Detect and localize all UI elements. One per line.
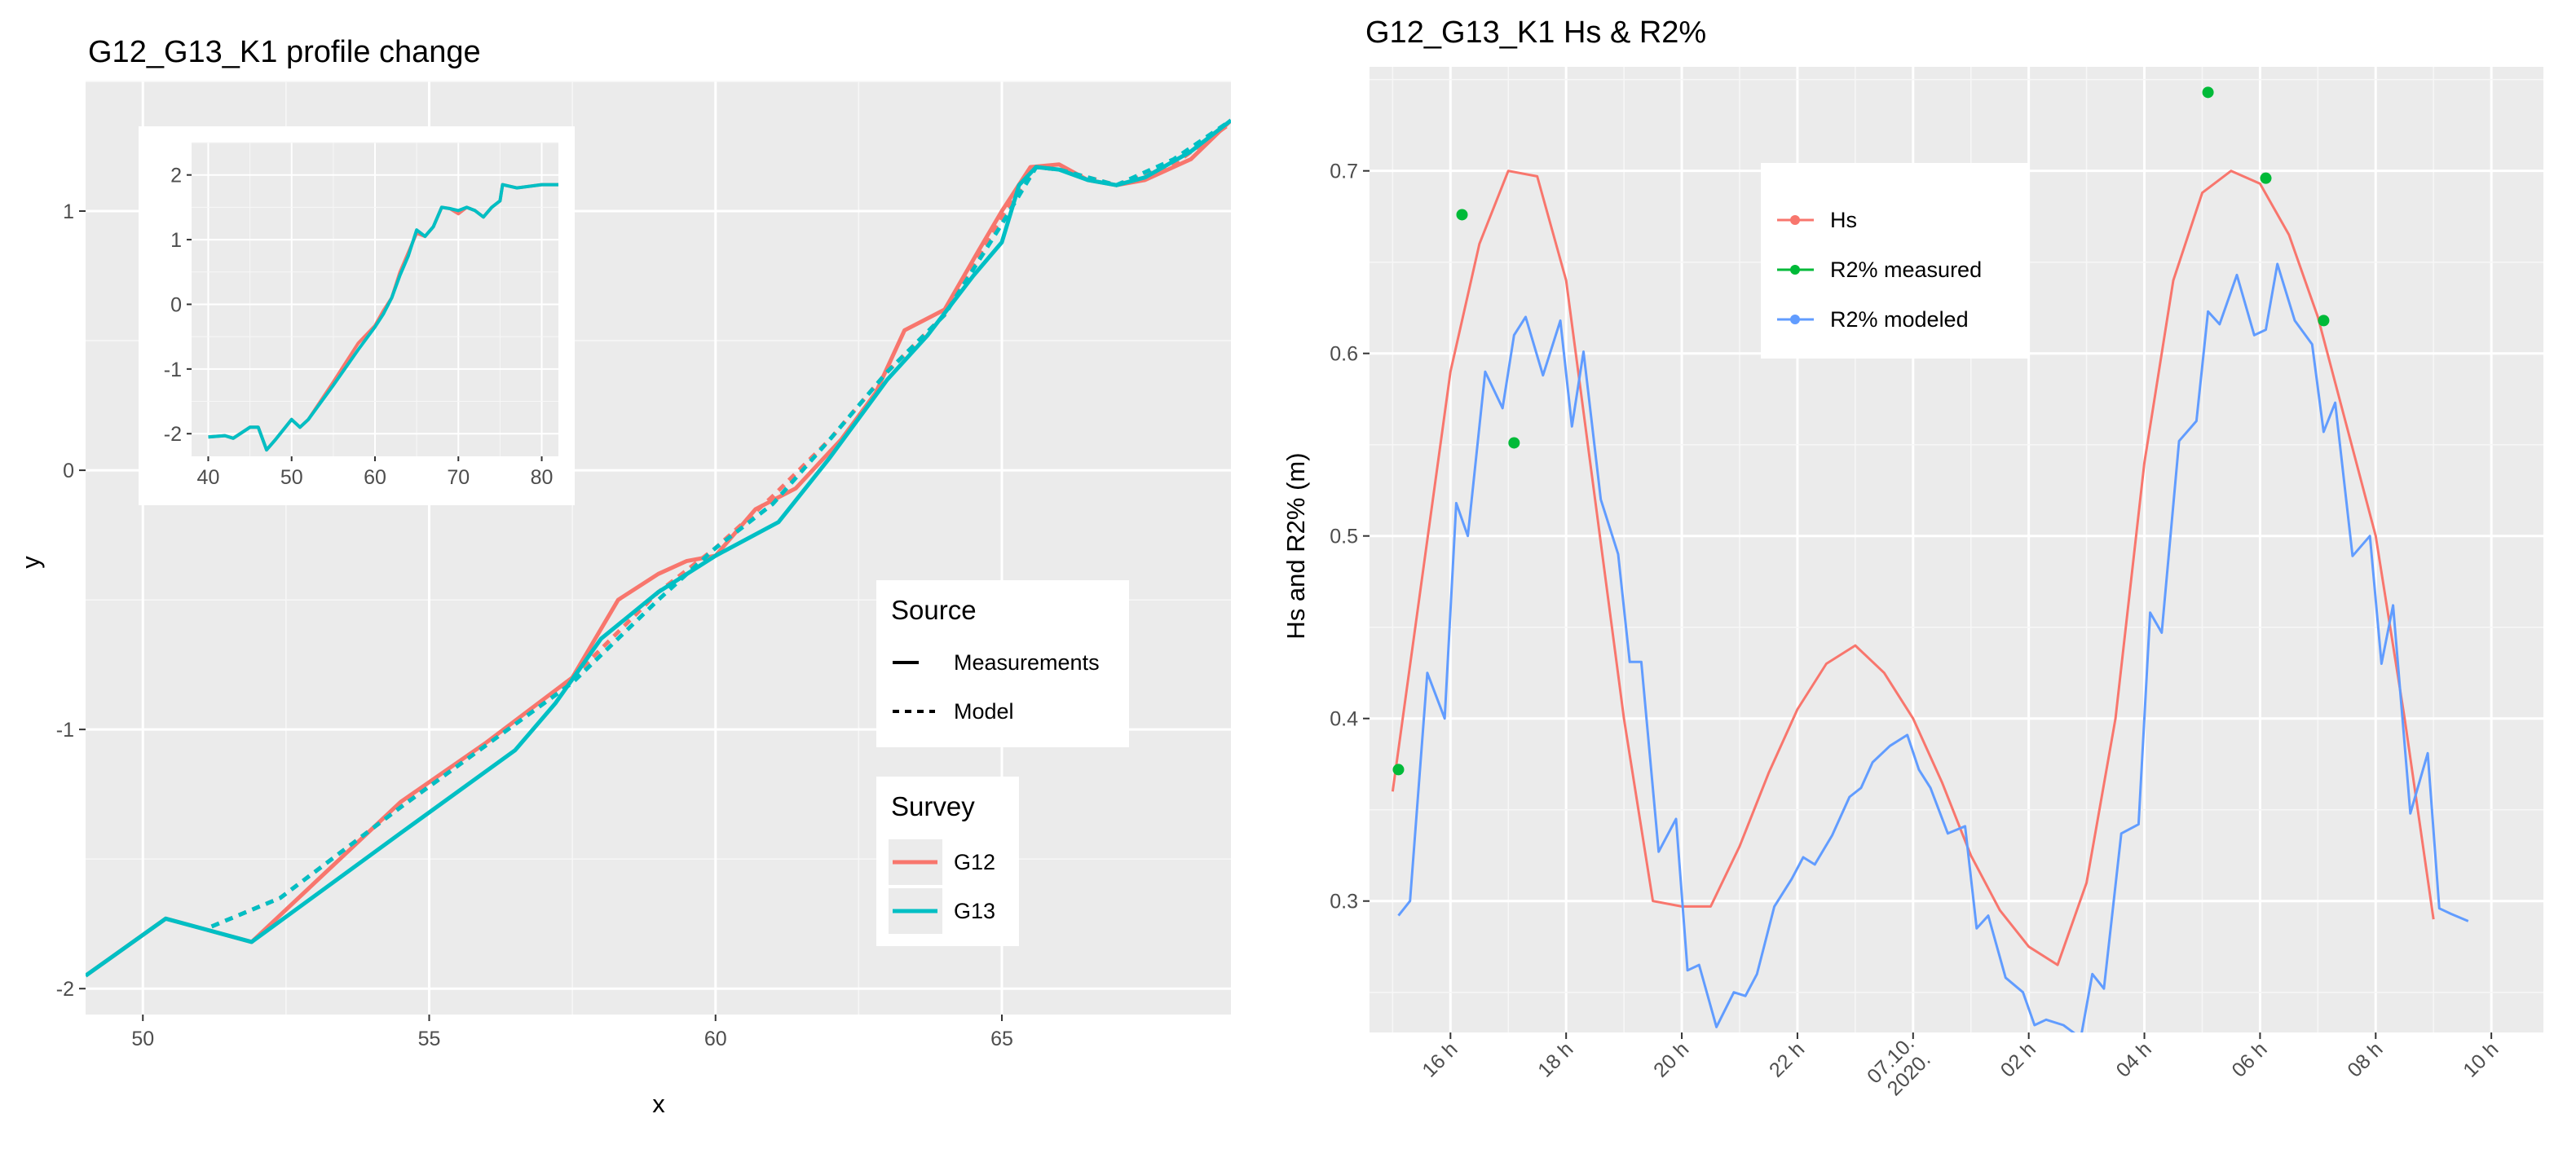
x-tick-label: 60 xyxy=(704,1028,727,1050)
legend-survey-title: Survey xyxy=(891,791,975,821)
y-tick-label: -1 xyxy=(56,719,74,742)
y-tick-label: 0.4 xyxy=(1330,708,1358,731)
inset-y-tick-label: 1 xyxy=(170,229,182,252)
inset-grid xyxy=(192,142,558,456)
wave-title: G12_G13_K1 Hs & R2% xyxy=(1365,15,1706,50)
legend-model-label: Model xyxy=(954,699,1014,724)
wave-panel: G12_G13_K1 Hs & R2% 16 h 18 h 20 h 22 h 07.1… xyxy=(1281,15,2543,1100)
inset-lines xyxy=(208,183,558,452)
series-line-hs xyxy=(1391,169,2435,966)
wave-y-label: Hs and R2% (m) xyxy=(1281,452,1310,639)
point-r2-measured xyxy=(1508,437,1520,449)
series-line-r2-modeled xyxy=(1397,262,2469,1032)
legend-source: Source Measurements Model xyxy=(876,580,1129,747)
wave-lines xyxy=(1391,86,2469,1032)
profile-panel: G12_G13_K1 profile change 50 55 60 65 -2 -1 0 1… xyxy=(16,35,1231,1118)
wave-legend: Hs R2% measured R2% modeled xyxy=(1761,163,2030,359)
y-tick-label: 0.3 xyxy=(1330,891,1358,913)
inset-x-tick-label: 60 xyxy=(364,466,386,489)
inset-y-tick-label: 0 xyxy=(170,293,182,316)
y-tick-label: 0.7 xyxy=(1330,161,1358,183)
x-tick-label: 50 xyxy=(131,1028,154,1050)
profile-inset: 40 50 60 70 80 -2 -1 0 1 2 xyxy=(139,126,575,505)
legend-g12-label: G12 xyxy=(954,850,995,874)
point-r2-measured xyxy=(2318,315,2330,327)
inset-y-tick-label: 2 xyxy=(170,165,182,187)
legend-r2-measured-label: R2% measured xyxy=(1830,258,1982,282)
inset-x-tick-label: 40 xyxy=(197,466,220,489)
legend-r2-modeled-dot xyxy=(1790,315,1800,324)
legend-survey: Survey G12 G13 xyxy=(876,777,1019,946)
inset-y-tick-label: -2 xyxy=(164,423,182,446)
inset-series-line-g13 xyxy=(208,183,558,452)
profile-ticks: 50 55 60 65 -2 -1 0 1 xyxy=(56,200,1013,1050)
inset-x-tick-label: 50 xyxy=(280,466,303,489)
legend-r2-modeled-label: R2% modeled xyxy=(1830,307,1969,332)
y-tick-label: 1 xyxy=(63,200,74,223)
x-tick-label: 55 xyxy=(418,1028,441,1050)
point-r2-measured xyxy=(2260,172,2272,184)
point-r2-measured xyxy=(1456,209,1468,221)
x-tick-label: 65 xyxy=(990,1028,1013,1050)
inset-ticks: 40 50 60 70 80 -2 -1 0 1 2 xyxy=(164,165,554,489)
series-line-g13-measurements xyxy=(86,118,1231,978)
legend-hs-dot xyxy=(1790,215,1800,225)
wave-legend-box xyxy=(1761,163,2030,359)
legend-r2-measured-dot xyxy=(1790,265,1800,275)
inset-x-tick-label: 70 xyxy=(447,466,470,489)
y-tick-label: 0.6 xyxy=(1330,343,1358,366)
profile-y-label: y xyxy=(16,556,45,569)
legend-g13-label: G13 xyxy=(954,899,995,923)
point-r2-measured xyxy=(2202,86,2214,99)
legend-measurements-label: Measurements xyxy=(954,650,1100,675)
y-tick-label: -2 xyxy=(56,978,74,1001)
point-r2-measured xyxy=(1392,764,1405,776)
y-tick-label: 0.5 xyxy=(1330,526,1358,548)
profile-lines xyxy=(86,118,1231,978)
inset-y-tick-label: -1 xyxy=(164,359,182,381)
profile-title: G12_G13_K1 profile change xyxy=(88,35,481,69)
profile-x-label: x xyxy=(652,1090,665,1118)
inset-x-tick-label: 80 xyxy=(531,466,554,489)
series-line-g13-model xyxy=(210,118,1231,929)
y-tick-label: 0 xyxy=(63,460,74,482)
legend-source-title: Source xyxy=(891,595,977,625)
legend-hs-label: Hs xyxy=(1830,208,1857,232)
